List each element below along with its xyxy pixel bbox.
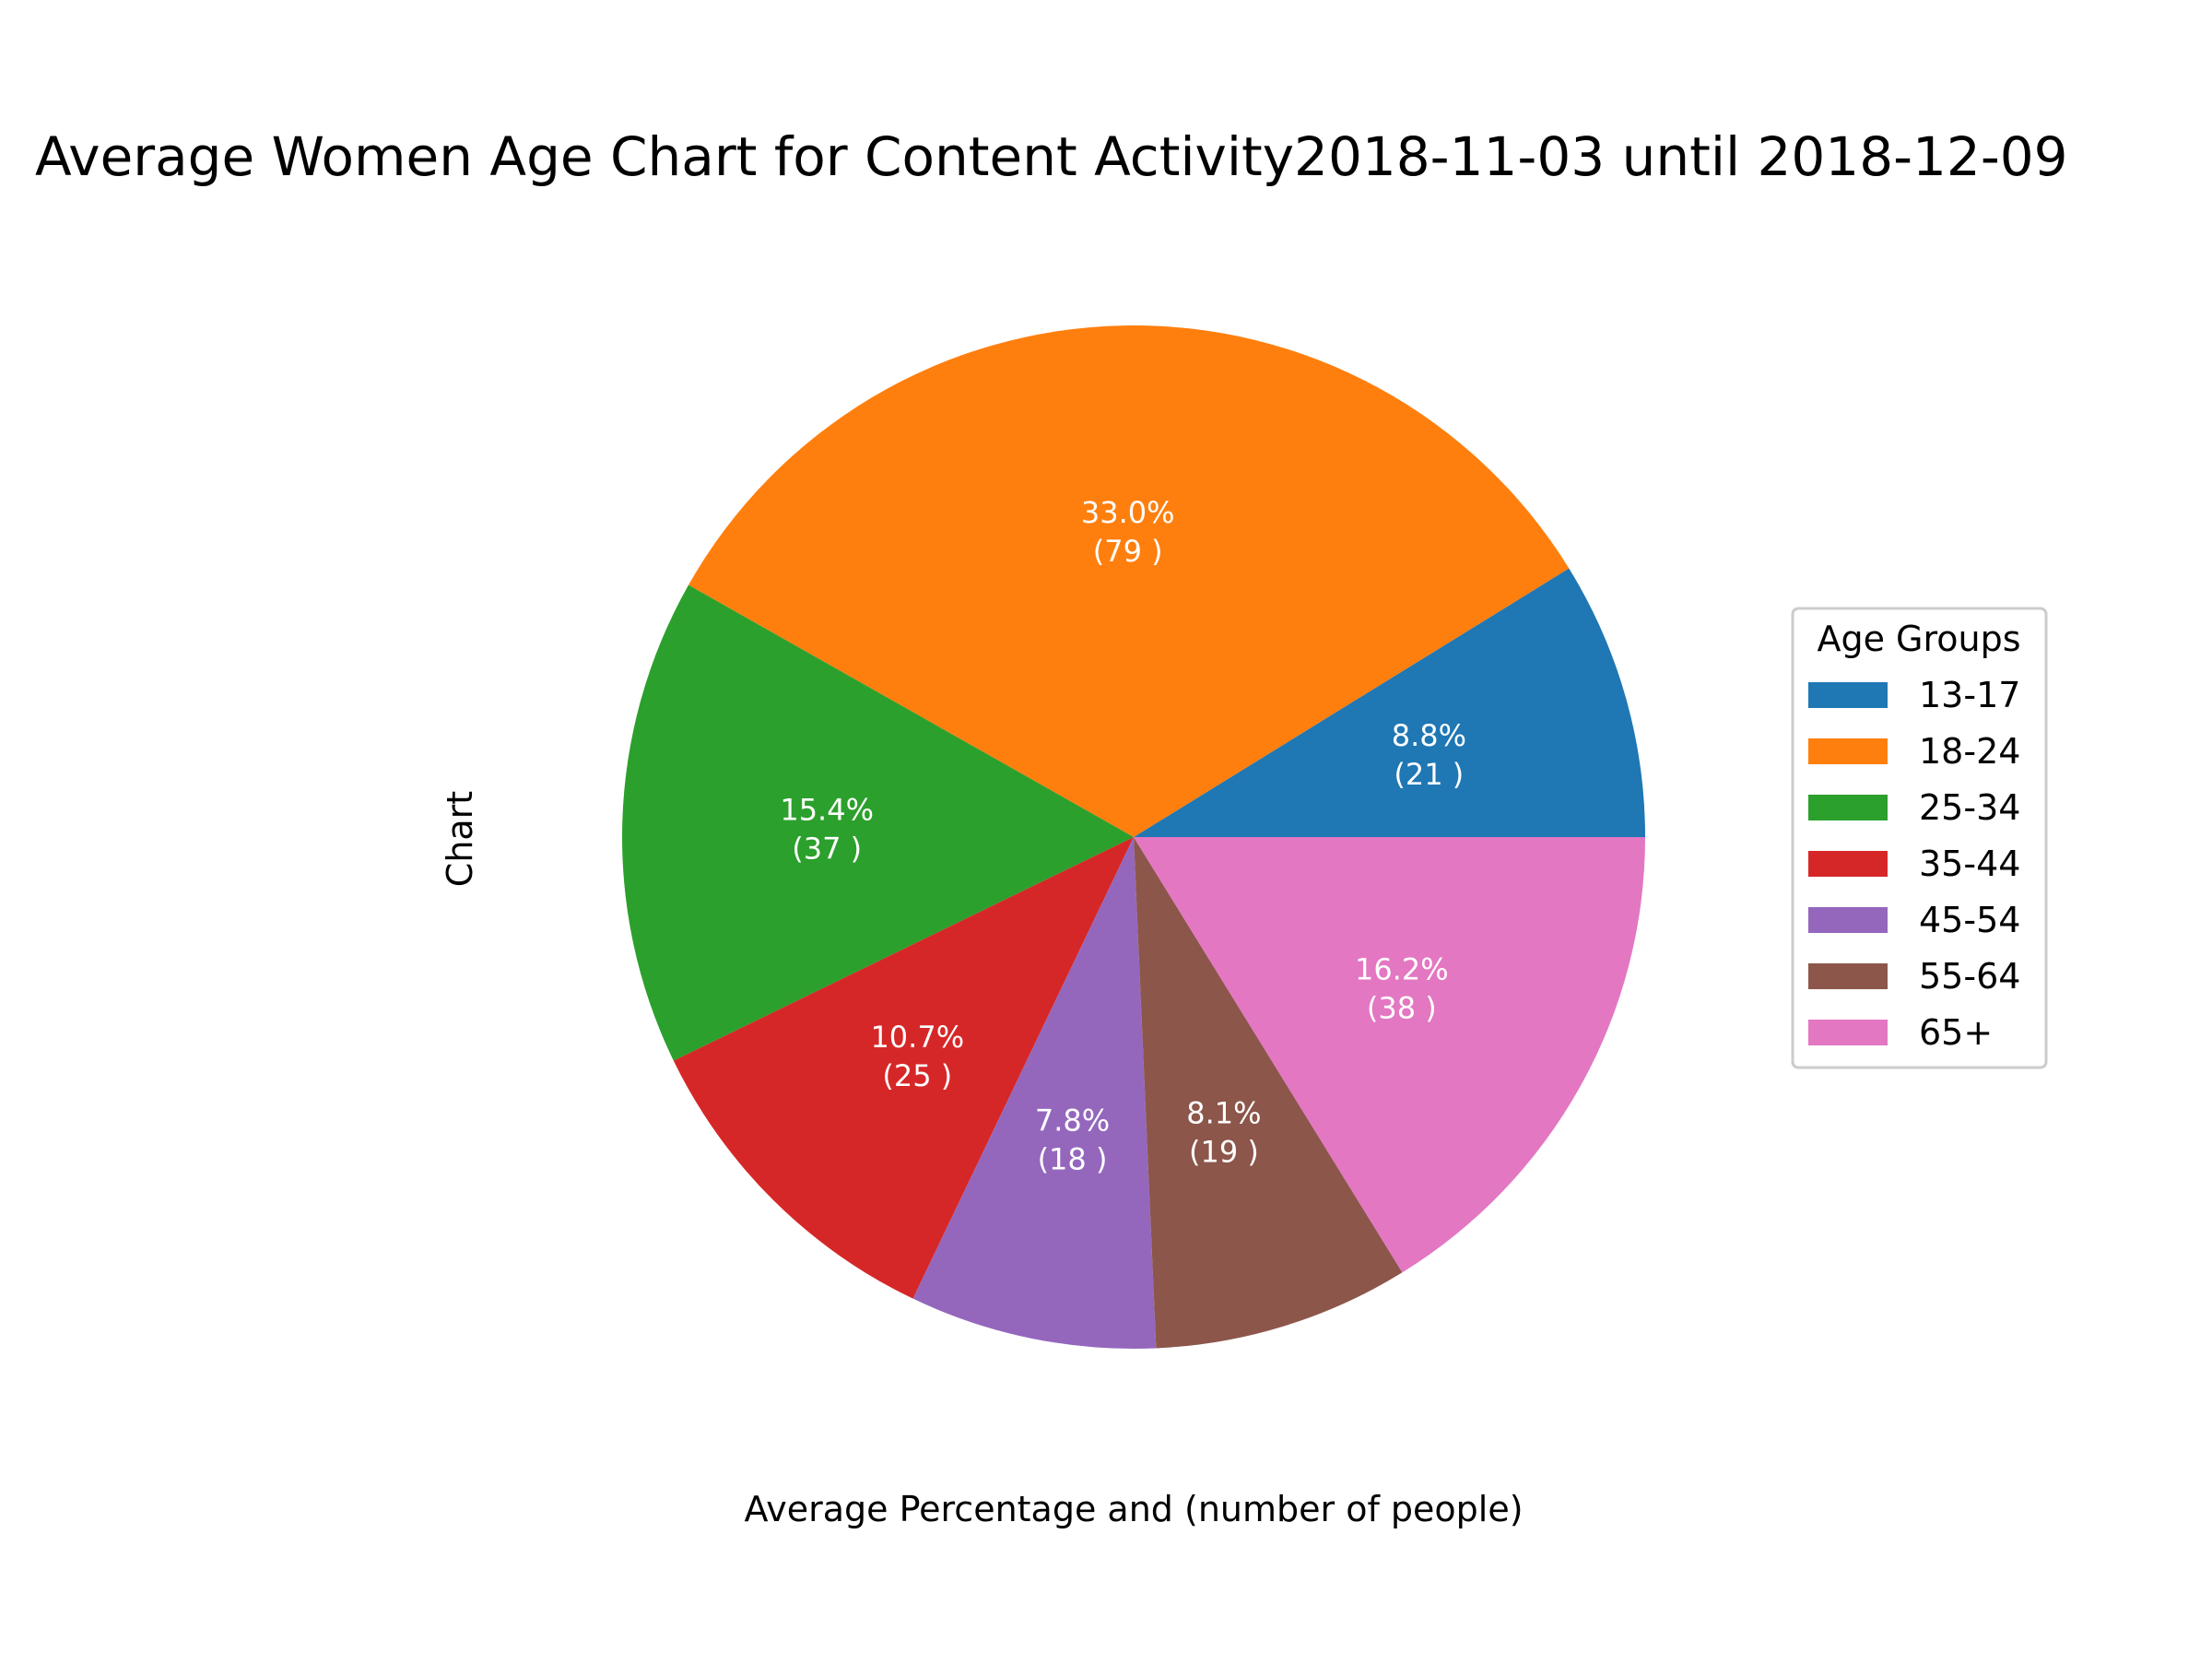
slice-count-label: (38 ) xyxy=(1367,990,1437,1025)
legend-swatch-35-44 xyxy=(1808,851,1888,877)
legend: Age Groups 13-17 18-24 25-34 35-44 45-54 55-6… xyxy=(1791,607,2048,1069)
slice-percent-label: 15.4% xyxy=(780,793,874,828)
pie-slice-13-17 xyxy=(1134,568,1645,837)
legend-frame xyxy=(1791,607,2048,1069)
pie-slice-25-34 xyxy=(621,584,1134,1061)
pie-slice-35-44 xyxy=(673,837,1134,1299)
slice-count-label: (79 ) xyxy=(1093,534,1163,569)
legend-label-35-44: 35-44 xyxy=(1919,844,2020,884)
legend-items: 13-17 18-24 25-34 35-44 45-54 55-64 65+ xyxy=(1808,675,2020,1053)
chart-title: Average Women Age Chart for Content Acti… xyxy=(35,125,2068,188)
legend-swatch-13-17 xyxy=(1808,682,1888,708)
legend-label-13-17: 13-17 xyxy=(1919,675,2020,715)
y-axis-label: Chart xyxy=(440,791,480,887)
legend-swatch-25-34 xyxy=(1808,795,1888,820)
legend-title: Age Groups xyxy=(1817,619,2020,659)
x-axis-label: Average Percentage and (number of people… xyxy=(744,1489,1523,1529)
legend-label-45-54: 45-54 xyxy=(1919,900,2020,940)
slice-percent-label: 10.7% xyxy=(870,1020,964,1055)
slice-count-label: (25 ) xyxy=(882,1058,952,1093)
slice-count-label: (21 ) xyxy=(1394,757,1464,792)
legend-swatch-55-64 xyxy=(1808,963,1888,989)
slice-percent-label: 16.2% xyxy=(1355,951,1449,986)
slice-percent-label: 8.8% xyxy=(1392,718,1466,753)
pie-slices xyxy=(621,325,1645,1349)
pie-slice-55-64 xyxy=(1134,837,1403,1349)
slice-count-label: (37 ) xyxy=(792,832,862,867)
legend-label-25-34: 25-34 xyxy=(1919,787,2020,828)
legend-swatch-45-54 xyxy=(1808,907,1888,933)
slice-percent-label: 8.1% xyxy=(1186,1095,1261,1130)
legend-swatch-65+ xyxy=(1808,1020,1888,1045)
pie-slice-45-54 xyxy=(912,837,1157,1349)
pie-slice-labels: 8.8% (21 ) 33.0% (79 ) 15.4% (37 ) 10.7%(25 ) 7… xyxy=(780,495,1466,1176)
pie-slice-65+ xyxy=(1134,837,1645,1273)
legend-label-18-24: 18-24 xyxy=(1919,731,2020,772)
slice-count-label: (19 ) xyxy=(1189,1134,1259,1169)
slice-percent-label: 33.0% xyxy=(1081,495,1175,530)
legend-swatch-18-24 xyxy=(1808,738,1888,764)
slice-percent-label: 7.8% xyxy=(1035,1103,1110,1138)
legend-label-65+: 65+ xyxy=(1919,1012,1993,1053)
slice-count-label: (18 ) xyxy=(1038,1141,1108,1176)
legend-label-55-64: 55-64 xyxy=(1919,956,2020,997)
pie-slice-18-24 xyxy=(688,325,1570,838)
